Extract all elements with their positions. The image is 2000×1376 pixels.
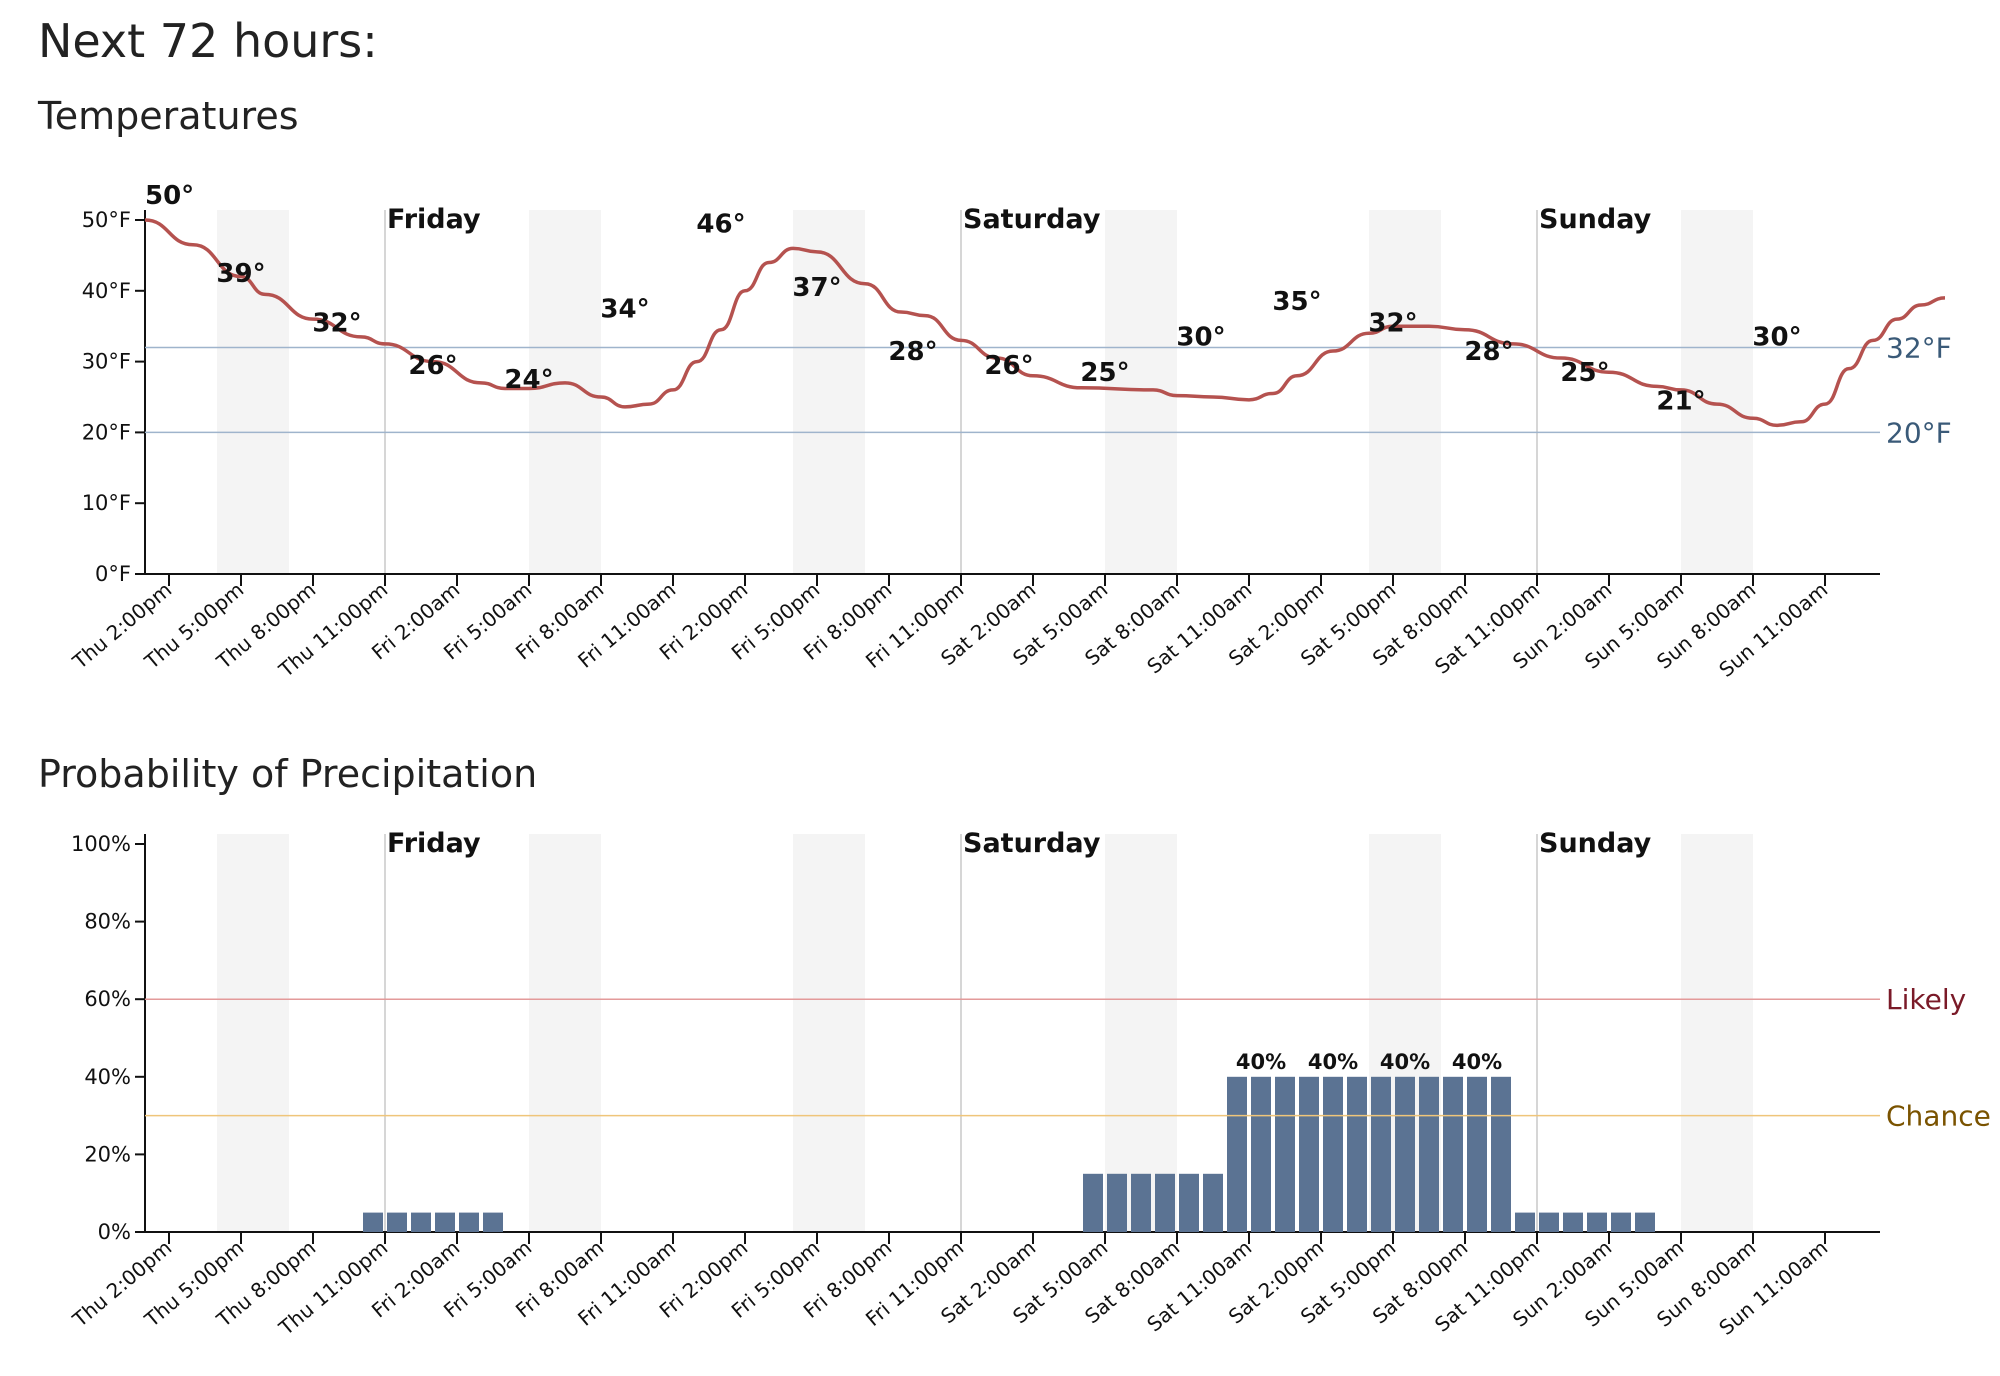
temperature-value-label: 32° — [312, 308, 361, 338]
precip-bar — [1203, 1173, 1223, 1232]
night-band — [529, 834, 601, 1232]
precip-bar-label: 40% — [1308, 1050, 1358, 1074]
temperature-value-label: 37° — [792, 273, 841, 303]
precip-bar — [1395, 1076, 1415, 1232]
temperature-value-label: 50° — [145, 181, 194, 211]
temperature-value-label: 30° — [1176, 323, 1225, 353]
night-band — [1681, 834, 1753, 1232]
y-tick-label: 10°F — [82, 491, 131, 515]
temperature-value-label: 35° — [1272, 287, 1321, 317]
precip-bar — [483, 1212, 503, 1232]
precip-bar — [1179, 1173, 1199, 1232]
reference-line-label: 32°F — [1886, 331, 1952, 364]
temperature-value-label: 28° — [1464, 337, 1513, 367]
night-band — [793, 834, 865, 1232]
y-tick-label: 0°F — [95, 562, 131, 586]
precip-bar — [411, 1212, 431, 1232]
temperature-value-label: 32° — [1368, 308, 1417, 338]
day-label: Saturday — [963, 204, 1101, 235]
temperature-value-label: 28° — [888, 337, 937, 367]
temperature-value-label: 26° — [984, 351, 1033, 381]
y-tick-label: 20°F — [82, 420, 131, 444]
day-label: Friday — [387, 204, 481, 235]
precip-bar — [1491, 1076, 1511, 1232]
day-label: Saturday — [963, 828, 1101, 859]
precip-bar — [1467, 1076, 1487, 1232]
precip-bar — [459, 1212, 479, 1232]
precip-bar — [1275, 1076, 1295, 1232]
reference-line-label: Chance — [1886, 1100, 1991, 1133]
reference-line-label: Likely — [1886, 983, 1966, 1016]
precip-bar — [363, 1212, 383, 1232]
precip-bar — [435, 1212, 455, 1232]
temperature-value-label: 46° — [696, 209, 745, 239]
precip-bar-label: 40% — [1452, 1050, 1502, 1074]
y-tick-label: 40°F — [82, 279, 131, 303]
day-label: Sunday — [1539, 828, 1652, 859]
precip-bar — [1563, 1212, 1583, 1232]
temperature-value-label: 24° — [504, 365, 553, 395]
y-tick-label: 0% — [98, 1220, 131, 1244]
precip-bar-label: 40% — [1380, 1050, 1430, 1074]
precip-bar — [1419, 1076, 1439, 1232]
night-band — [529, 210, 601, 574]
reference-line-label: 20°F — [1886, 416, 1952, 449]
temperature-chart: Friday Saturday Sunday 0°F 10°F 20°F 30°F 40°F 5… — [67, 181, 1952, 682]
temperature-value-label: 25° — [1560, 358, 1609, 388]
temperature-value-label: 30° — [1752, 323, 1801, 353]
night-band — [217, 834, 289, 1232]
precip-bar — [1443, 1076, 1463, 1232]
temperature-value-label: 34° — [600, 294, 649, 324]
temperature-value-label: 39° — [216, 259, 265, 289]
y-tick-label: 40% — [84, 1065, 131, 1089]
y-tick-label: 100% — [71, 832, 131, 856]
precip-bar — [387, 1212, 407, 1232]
y-tick-label: 20% — [84, 1142, 131, 1166]
precip-bar — [1539, 1212, 1559, 1232]
precip-bar — [1371, 1076, 1391, 1232]
precip-bar — [1587, 1212, 1607, 1232]
y-tick-label: 60% — [84, 987, 131, 1011]
night-band — [217, 210, 289, 574]
precip-bar — [1611, 1212, 1631, 1232]
night-band — [793, 210, 865, 574]
precip-bar — [1347, 1076, 1367, 1232]
precip-bar — [1299, 1076, 1319, 1232]
precip-bar — [1155, 1173, 1175, 1232]
temperature-line — [144, 218, 1946, 428]
precipitation-title: Probability of Precipitation — [38, 752, 538, 796]
precip-bar — [1227, 1076, 1247, 1232]
precip-bar — [1083, 1173, 1103, 1232]
day-label: Sunday — [1539, 204, 1652, 235]
page-title: Next 72 hours: — [38, 14, 378, 68]
night-band — [1369, 210, 1441, 574]
day-label: Friday — [387, 828, 481, 859]
y-tick-label: 30°F — [82, 350, 131, 374]
precip-bar-label: 40% — [1236, 1050, 1286, 1074]
precip-bar — [1323, 1076, 1343, 1232]
temperature-value-label: 21° — [1656, 386, 1705, 416]
temperatures-title: Temperatures — [38, 94, 299, 138]
temperature-value-label: 25° — [1080, 358, 1129, 388]
night-band — [1105, 834, 1177, 1232]
precip-bar — [1515, 1212, 1535, 1232]
temperature-value-label: 26° — [408, 351, 457, 381]
precip-bar — [1251, 1076, 1271, 1232]
y-tick-label: 80% — [84, 910, 131, 934]
precip-bar — [1131, 1173, 1151, 1232]
y-tick-label: 50°F — [82, 208, 131, 232]
precip-bar — [1635, 1212, 1655, 1232]
precip-bar — [1107, 1173, 1127, 1232]
